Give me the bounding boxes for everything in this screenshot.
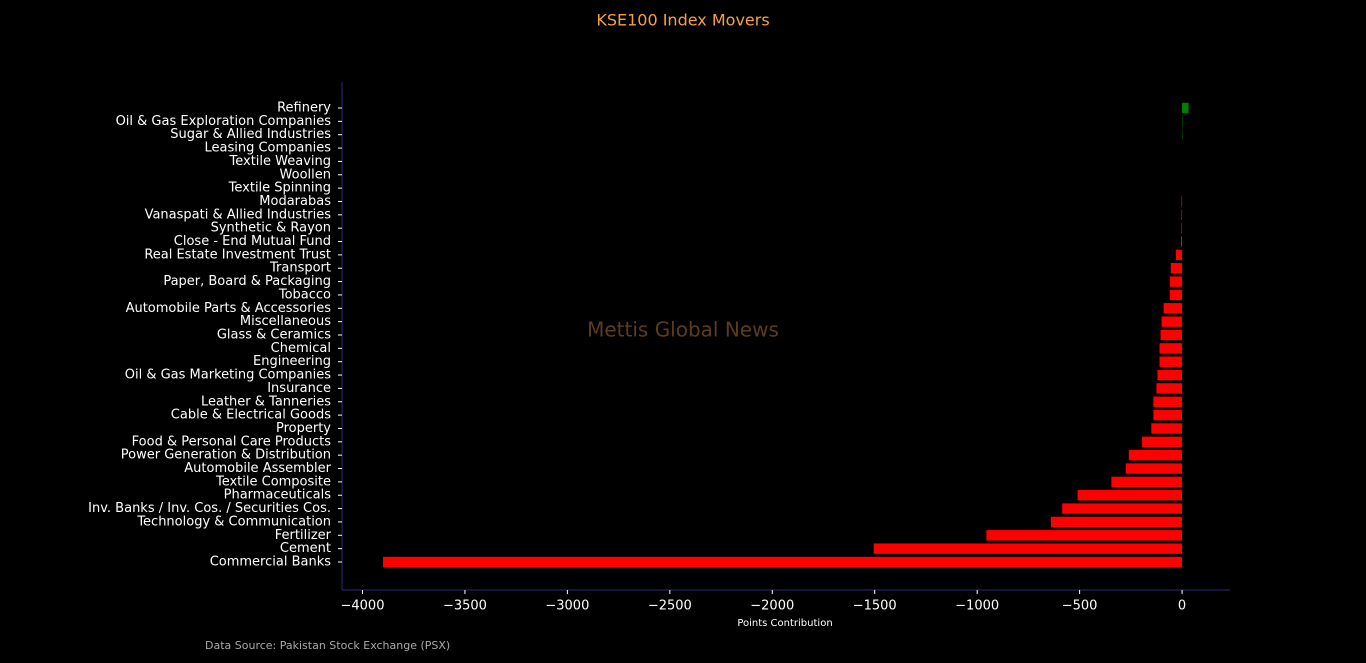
x-tick-label: −4000 xyxy=(340,599,384,614)
bar xyxy=(1181,209,1183,221)
watermark: Mettis Global News xyxy=(587,318,779,342)
y-tick-label: Tobacco xyxy=(278,287,331,302)
y-tick-label: Cement xyxy=(280,541,331,556)
source-note: Data Source: Pakistan Stock Exchange (PS… xyxy=(205,639,450,652)
bar xyxy=(1182,102,1189,114)
x-tick-label: −2000 xyxy=(750,599,794,614)
bar xyxy=(1077,490,1183,501)
bar xyxy=(1181,222,1183,234)
y-tick-label: Refinery xyxy=(277,101,331,116)
y-tick-label: Property xyxy=(276,421,331,436)
y-tick-label: Synthetic & Rayon xyxy=(211,221,331,236)
bar xyxy=(382,556,1183,568)
x-axis-label: Points Contribution xyxy=(737,618,832,629)
bar xyxy=(1062,503,1183,514)
y-tick-label: Leather & Tanneries xyxy=(201,394,331,409)
bar xyxy=(1181,196,1183,207)
bar xyxy=(1156,383,1183,394)
y-tick-label: Vanaspati & Allied Industries xyxy=(145,207,332,222)
y-tick-label: Textile Weaving xyxy=(229,154,332,169)
y-tick-label: Automobile Assembler xyxy=(184,461,331,476)
y-tick-label: Pharmaceuticals xyxy=(224,488,332,503)
bar xyxy=(1151,423,1183,434)
bar xyxy=(1125,463,1183,474)
y-tick-label: Close - End Mutual Fund xyxy=(174,234,331,249)
bar xyxy=(1153,409,1183,421)
y-tick-label: Technology & Communication xyxy=(136,514,331,529)
bar xyxy=(986,530,1183,541)
y-tick-label: Power Generation & Distribution xyxy=(121,448,331,463)
y-tick-label: Paper, Board & Packaging xyxy=(163,274,331,289)
bar xyxy=(1142,436,1183,448)
chart-title: KSE100 Index Movers xyxy=(596,11,769,30)
y-tick-label: Oil & Gas Marketing Companies xyxy=(125,368,331,383)
bar xyxy=(1159,356,1183,367)
bar xyxy=(1153,396,1183,407)
x-tick-label: −1500 xyxy=(853,599,897,614)
y-tick-label: Insurance xyxy=(267,381,331,396)
bar xyxy=(1160,329,1183,341)
bar xyxy=(1175,249,1183,261)
y-tick-label: Engineering xyxy=(253,354,331,369)
y-tick-label: Automobile Parts & Accessories xyxy=(126,301,332,316)
y-tick-label: Inv. Banks / Inv. Cos. / Securities Cos. xyxy=(88,501,331,516)
bar xyxy=(1169,276,1183,287)
bar xyxy=(1050,516,1183,528)
y-tick-label: Cable & Electrical Goods xyxy=(171,408,331,423)
bar xyxy=(1111,476,1183,488)
bar xyxy=(1159,343,1183,354)
y-tick-label: Chemical xyxy=(271,341,331,356)
x-tick-label: −500 xyxy=(1062,599,1098,614)
x-tick-label: −2500 xyxy=(648,599,692,614)
bar xyxy=(1128,449,1183,461)
y-tick-label: Commercial Banks xyxy=(210,555,332,570)
bar xyxy=(1169,289,1183,301)
y-tick-label: Textile Composite xyxy=(215,474,331,489)
y-tick-label: Transport xyxy=(269,261,331,276)
y-tick-label: Textile Spinning xyxy=(228,181,331,196)
bar xyxy=(1161,316,1183,327)
bar xyxy=(1170,263,1183,274)
bar xyxy=(873,543,1183,554)
y-tick-label: Miscellaneous xyxy=(240,314,331,329)
x-tick-label: −3500 xyxy=(443,599,487,614)
y-tick-label: Fertilizer xyxy=(275,528,332,543)
y-tick-label: Real Estate Investment Trust xyxy=(144,247,331,262)
x-tick-label: −3000 xyxy=(545,599,589,614)
y-tick-label: Oil & Gas Exploration Companies xyxy=(116,114,332,129)
bar xyxy=(1181,236,1183,247)
y-tick-label: Leasing Companies xyxy=(204,141,331,156)
y-tick-label: Food & Personal Care Products xyxy=(132,434,332,449)
bar xyxy=(1157,369,1183,381)
x-tick-label: 0 xyxy=(1178,599,1186,614)
bar xyxy=(1163,303,1183,314)
y-tick-label: Glass & Ceramics xyxy=(217,328,331,343)
x-tick-label: −1000 xyxy=(955,599,999,614)
y-tick-label: Woollen xyxy=(280,167,331,182)
y-tick-label: Modarabas xyxy=(259,194,331,209)
y-tick-label: Sugar & Allied Industries xyxy=(170,127,331,142)
